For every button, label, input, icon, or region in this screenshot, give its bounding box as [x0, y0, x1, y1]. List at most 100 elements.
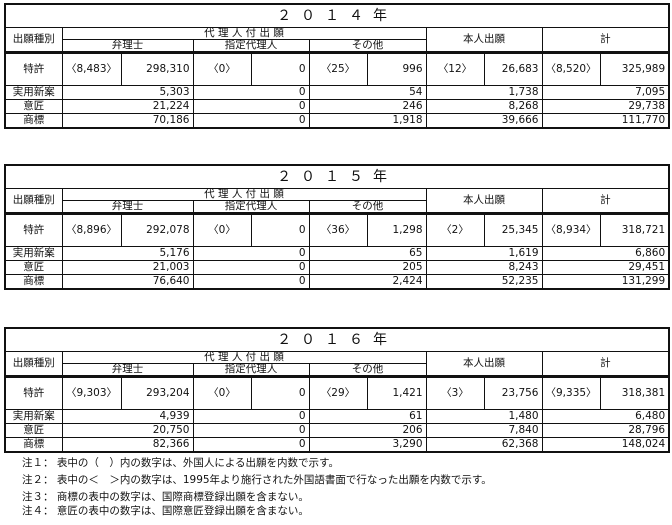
header-total: 計: [541, 351, 670, 377]
value-cell: 8,268: [425, 99, 543, 114]
row-label: 実用新案: [4, 409, 63, 424]
value-cell: 25,345: [483, 212, 543, 247]
value-cell: 131,299: [541, 274, 670, 290]
year-title: ２０１４年: [4, 3, 670, 28]
patent-row: 特許 〈8,483〉 298,310 〈0〉 0 〈25〉 996 〈12〉 26,683 〈8,…: [4, 51, 670, 86]
table-0: ２０１４年 出願種別代 理 人 付 出 願本人出願計弁理士 指定代理人 その他 特許 〈8…: [4, 3, 671, 129]
value-cell: 7,095: [541, 85, 670, 100]
foreign-count-cell: 〈9,335〉: [541, 375, 601, 410]
value-cell: 0: [192, 85, 310, 100]
value-cell: 1,298: [366, 212, 427, 247]
row-label: 特許: [4, 375, 63, 410]
value-cell: 6,480: [541, 409, 670, 424]
header-self: 本人出願: [425, 27, 543, 53]
value-cell: 1,480: [425, 409, 543, 424]
foreign-count-cell: 〈8,483〉: [61, 51, 122, 86]
value-cell: 6,860: [541, 246, 670, 261]
value-cell: 111,770: [541, 113, 670, 129]
value-cell: 29,451: [541, 260, 670, 275]
value-cell: 76,640: [61, 274, 194, 290]
year-row: ２０１４年: [4, 3, 670, 28]
row-label: 商標: [4, 437, 63, 453]
value-cell: 52,235: [425, 274, 543, 290]
value-cell: 298,310: [120, 51, 194, 86]
value-cell: 3,290: [308, 437, 427, 453]
row-label: 意匠: [4, 260, 63, 275]
year-row: ２０１６年: [4, 327, 670, 352]
header-agent-group: 代 理 人 付 出 願: [61, 351, 427, 364]
value-cell: 293,204: [120, 375, 194, 410]
foreign-count-cell: 〈0〉: [192, 375, 252, 410]
header-row: 出願種別代 理 人 付 出 願本人出願計: [4, 351, 670, 377]
value-cell: 318,381: [599, 375, 670, 410]
value-cell: 28,796: [541, 423, 670, 438]
row-label: 商標: [4, 274, 63, 290]
value-cell: 148,024: [541, 437, 670, 453]
value-cell: 1,738: [425, 85, 543, 100]
value-cell: 0: [250, 212, 310, 247]
foreign-count-cell: 〈3〉: [425, 375, 485, 410]
foreign-count-cell: 〈9,303〉: [61, 375, 122, 410]
header-agent-group: 代 理 人 付 出 願: [61, 27, 427, 40]
header-row: 出願種別代 理 人 付 出 願本人出願計: [4, 188, 670, 214]
value-cell: 205: [308, 260, 427, 275]
row-label: 意匠: [4, 99, 63, 114]
foreign-count-cell: 〈2〉: [425, 212, 485, 247]
row-label: 実用新案: [4, 85, 63, 100]
subheader-row: 弁理士 指定代理人 その他: [5, 200, 669, 214]
table-row: 商標 76,640 0 2,424 52,235 131,299: [4, 274, 670, 290]
header-patent-attorney: 弁理士: [61, 39, 194, 53]
row-label: 実用新案: [4, 246, 63, 261]
patent-row: 特許 〈9,303〉 293,204 〈0〉 0 〈29〉 1,421 〈3〉 23,756 〈9…: [4, 375, 670, 410]
header-self: 本人出願: [425, 188, 543, 214]
value-cell: 292,078: [120, 212, 194, 247]
value-cell: 39,666: [425, 113, 543, 129]
value-cell: 1,421: [366, 375, 427, 410]
row-label: 商標: [4, 113, 63, 129]
value-cell: 5,176: [61, 246, 194, 261]
header-patent-attorney: 弁理士: [61, 363, 194, 377]
value-cell: 5,303: [61, 85, 194, 100]
value-cell: 21,224: [61, 99, 194, 114]
foreign-count-cell: 〈25〉: [308, 51, 368, 86]
value-cell: 246: [308, 99, 427, 114]
value-cell: 2,424: [308, 274, 427, 290]
header-designated-agent: 指定代理人: [192, 200, 310, 214]
value-cell: 0: [192, 260, 310, 275]
year-row: ２０１５年: [4, 164, 670, 189]
value-cell: 70,186: [61, 113, 194, 129]
value-cell: 1,918: [308, 113, 427, 129]
year-title: ２０１６年: [4, 327, 670, 352]
foreign-count-cell: 〈0〉: [192, 51, 252, 86]
value-cell: 206: [308, 423, 427, 438]
note-1: 注１： 表中の（ ）内の数字は、外国人による出願を内数で示す。: [22, 457, 339, 469]
foreign-count-cell: 〈8,520〉: [541, 51, 601, 86]
header-category: 出願種別: [4, 351, 63, 377]
header-other: その他: [308, 363, 427, 377]
table-row: 商標 82,366 0 3,290 62,368 148,024: [4, 437, 670, 453]
note-4: 注４： 意匠の表中の数字は、国際意匠登録出願を含まない。: [22, 505, 309, 517]
header-total: 計: [541, 27, 670, 53]
value-cell: 61: [308, 409, 427, 424]
table-1: ２０１５年 出願種別代 理 人 付 出 願本人出願計弁理士 指定代理人 その他 特許 〈8…: [4, 164, 671, 290]
foreign-count-cell: 〈12〉: [425, 51, 485, 86]
foreign-count-cell: 〈8,934〉: [541, 212, 601, 247]
value-cell: 0: [192, 246, 310, 261]
value-cell: 29,738: [541, 99, 670, 114]
table-row: 実用新案 5,303 0 54 1,738 7,095: [4, 85, 670, 100]
value-cell: 0: [192, 99, 310, 114]
value-cell: 325,989: [599, 51, 670, 86]
value-cell: 318,721: [599, 212, 670, 247]
header-total: 計: [541, 188, 670, 214]
value-cell: 996: [366, 51, 427, 86]
foreign-count-cell: 〈8,896〉: [61, 212, 122, 247]
value-cell: 26,683: [483, 51, 543, 86]
header-category: 出願種別: [4, 188, 63, 214]
table-row: 意匠 21,003 0 205 8,243 29,451: [4, 260, 670, 275]
header-row: 出願種別代 理 人 付 出 願本人出願計: [4, 27, 670, 53]
value-cell: 20,750: [61, 423, 194, 438]
value-cell: 4,939: [61, 409, 194, 424]
value-cell: 8,243: [425, 260, 543, 275]
table-row: 意匠 21,224 0 246 8,268 29,738: [4, 99, 670, 114]
row-label: 意匠: [4, 423, 63, 438]
